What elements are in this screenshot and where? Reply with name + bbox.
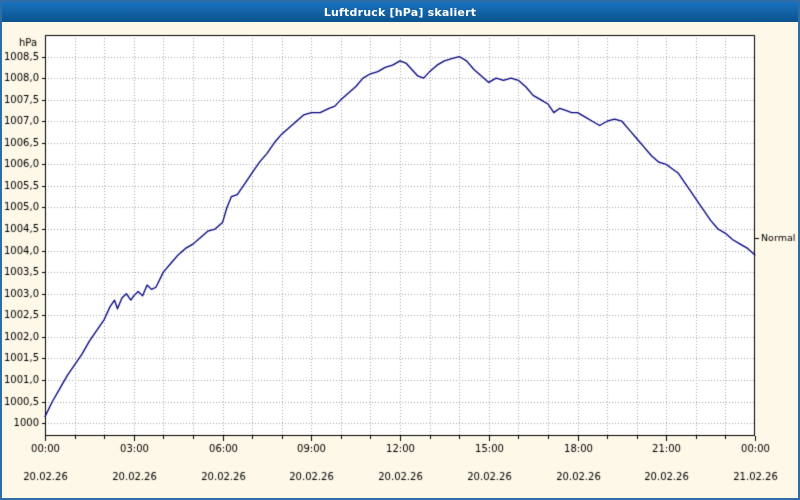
window-title: Luftdruck [hPa] skaliert <box>323 5 477 19</box>
pressure-chart-canvas <box>2 22 798 498</box>
window-title-bar[interactable]: Luftdruck [hPa] skaliert <box>2 2 798 22</box>
chart-area <box>2 22 798 498</box>
